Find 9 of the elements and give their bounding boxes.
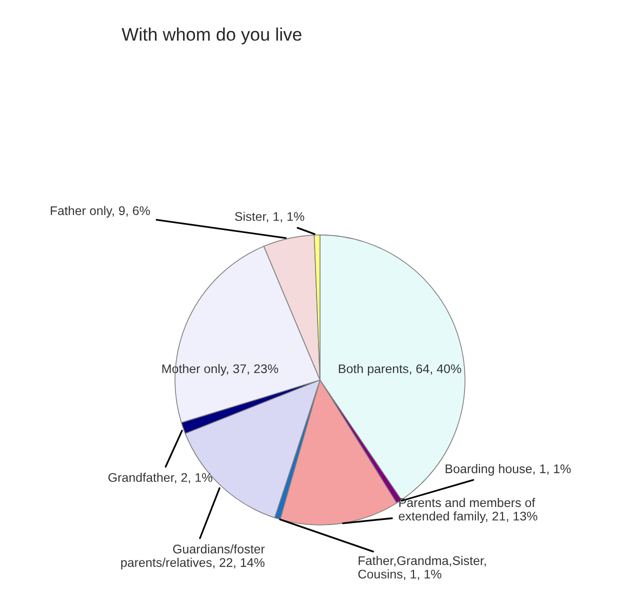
chart-title: With whom do you live	[122, 28, 302, 44]
slice-label: Father,Grandma,Sister, Cousins, 1, 1%	[358, 556, 486, 580]
slice-label: Sister, 1, 1%	[235, 212, 304, 222]
slice-label: Guardians/foster parents/relatives, 22, 14%	[121, 544, 265, 570]
slice-label: Father only, 9, 6%	[50, 206, 150, 218]
slice-label: Both parents, 64, 40%	[338, 364, 462, 376]
slice-label: Boarding house, 1, 1%	[446, 464, 571, 476]
slice-label: Parents and members of extended family, 21, 13%	[398, 498, 538, 524]
slice-label: Grandfather, 2, 1%	[108, 472, 212, 484]
